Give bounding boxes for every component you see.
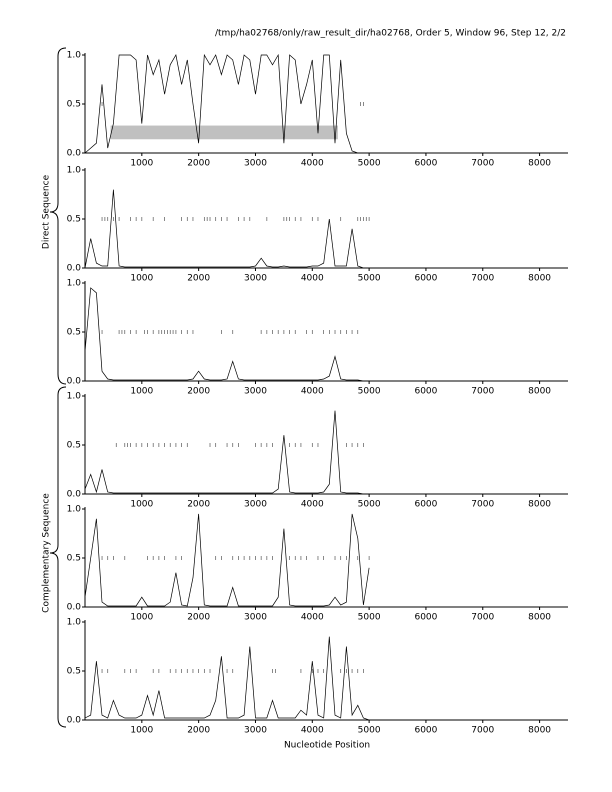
y-tick-label: 0.5 bbox=[67, 100, 81, 110]
y-tick-label: 1.0 bbox=[67, 279, 82, 289]
group-label: Complementary Sequence bbox=[42, 493, 52, 613]
x-tick-label: 8000 bbox=[528, 387, 551, 397]
line bbox=[84, 287, 370, 382]
y-tick-label: 0.0 bbox=[67, 264, 82, 274]
brace bbox=[49, 47, 67, 385]
x-tick-label: 3000 bbox=[244, 387, 267, 397]
x-tick-label: 8000 bbox=[528, 500, 551, 510]
x-tick-label: 8000 bbox=[528, 613, 551, 623]
y-tick-label: 0.0 bbox=[67, 716, 82, 726]
line bbox=[84, 513, 370, 607]
x-tick-label: 8000 bbox=[528, 274, 551, 284]
x-tick-label: 7000 bbox=[471, 500, 494, 510]
x-tick-label: 1000 bbox=[130, 159, 153, 169]
line bbox=[84, 636, 370, 721]
x-tick-label: 6000 bbox=[414, 387, 437, 397]
x-tick-label: 1000 bbox=[130, 500, 153, 510]
x-tick-label: 4000 bbox=[301, 387, 324, 397]
line bbox=[84, 410, 370, 495]
highlight-band bbox=[110, 125, 338, 140]
x-tick-label: 3000 bbox=[244, 613, 267, 623]
x-tick-label: 5000 bbox=[358, 159, 381, 169]
x-tick-label: 3000 bbox=[244, 274, 267, 284]
x-tick-label: 2000 bbox=[187, 613, 210, 623]
header: /tmp/ha02768/only/raw_result_dir/ha02768… bbox=[215, 29, 566, 39]
x-tick-label: 2000 bbox=[187, 726, 210, 736]
x-tick-label: 2000 bbox=[187, 500, 210, 510]
x-tick-label: 2000 bbox=[187, 159, 210, 169]
x-tick-label: 8000 bbox=[528, 726, 551, 736]
x-tick-label: 3000 bbox=[244, 500, 267, 510]
x-tick-label: 7000 bbox=[471, 387, 494, 397]
brace bbox=[49, 386, 67, 728]
x-tick-label: 6000 bbox=[414, 500, 437, 510]
x-tick-label: 7000 bbox=[471, 726, 494, 736]
x-tick-label: 7000 bbox=[471, 159, 494, 169]
y-tick-label: 0.5 bbox=[67, 441, 81, 451]
group-label: Direct Sequence bbox=[42, 174, 52, 249]
x-tick-label: 5000 bbox=[358, 274, 381, 284]
x-tick-label: 4000 bbox=[301, 613, 324, 623]
x-tick-label: 5000 bbox=[358, 387, 381, 397]
x-tick-label: 4000 bbox=[301, 159, 324, 169]
y-tick-label: 0.0 bbox=[67, 377, 82, 387]
line bbox=[84, 189, 370, 269]
x-tick-label: 4000 bbox=[301, 500, 324, 510]
x-tick-label: 7000 bbox=[471, 613, 494, 623]
x-tick-label: 3000 bbox=[244, 726, 267, 736]
line bbox=[84, 53, 370, 154]
y-tick-label: 0.0 bbox=[67, 149, 82, 159]
y-tick-label: 1.0 bbox=[67, 51, 82, 61]
x-tick-label: 7000 bbox=[471, 274, 494, 284]
x-tick-label: 3000 bbox=[244, 159, 267, 169]
x-axis-label: Nucleotide Position bbox=[284, 741, 370, 751]
x-tick-label: 1000 bbox=[130, 274, 153, 284]
x-tick-label: 4000 bbox=[301, 274, 324, 284]
y-tick-label: 0.5 bbox=[67, 554, 81, 564]
y-tick-label: 0.5 bbox=[67, 667, 81, 677]
x-tick-label: 6000 bbox=[414, 274, 437, 284]
x-tick-label: 1000 bbox=[130, 726, 153, 736]
y-tick-label: 0.5 bbox=[67, 215, 81, 225]
x-tick-label: 5000 bbox=[358, 500, 381, 510]
x-tick-label: 6000 bbox=[414, 726, 437, 736]
y-tick-label: 1.0 bbox=[67, 505, 82, 515]
y-tick-label: 0.5 bbox=[67, 328, 81, 338]
x-tick-label: 6000 bbox=[414, 613, 437, 623]
x-tick-label: 6000 bbox=[414, 159, 437, 169]
x-tick-label: 1000 bbox=[130, 387, 153, 397]
y-tick-label: 1.0 bbox=[67, 166, 82, 176]
x-tick-label: 1000 bbox=[130, 613, 153, 623]
x-tick-label: 2000 bbox=[187, 274, 210, 284]
x-tick-label: 8000 bbox=[528, 159, 551, 169]
y-tick-label: 1.0 bbox=[67, 618, 82, 628]
y-tick-label: 1.0 bbox=[67, 392, 82, 402]
x-tick-label: 2000 bbox=[187, 387, 210, 397]
x-tick-label: 5000 bbox=[358, 613, 381, 623]
x-tick-label: 4000 bbox=[301, 726, 324, 736]
x-tick-label: 5000 bbox=[358, 726, 381, 736]
y-tick-label: 0.0 bbox=[67, 603, 82, 613]
y-tick-label: 0.0 bbox=[67, 490, 82, 500]
